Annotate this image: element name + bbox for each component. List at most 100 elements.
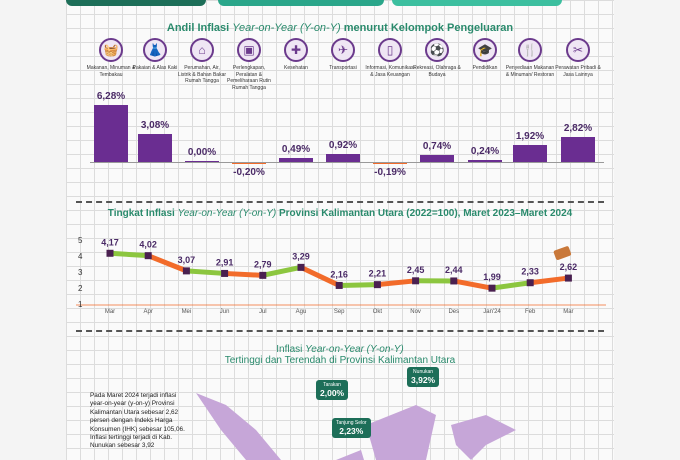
data-label: 2,44 — [445, 265, 463, 275]
group-label: Rekreasi, Olahraga & Budaya — [413, 65, 461, 78]
soccer-player-icon: ⚽ — [425, 38, 449, 62]
line-segment — [109, 250, 149, 259]
group-value: 2,82% — [563, 122, 593, 134]
data-label: 1,99 — [483, 272, 501, 282]
data-point — [526, 279, 534, 287]
infographic-page: Andil Inflasi Year-on-Year (Y-on-Y) menu… — [66, 0, 614, 460]
data-label: 2,16 — [330, 269, 348, 279]
group-label: Makanan, Minuman & Tembakau — [86, 65, 136, 78]
group-value: 3,08% — [140, 120, 170, 132]
x-tick-label: Apr — [144, 309, 153, 315]
house-icon: ⌂ — [190, 38, 214, 62]
group-label: Perawatan Pribadi & Jasa Lainnya — [555, 65, 601, 78]
group-bar — [185, 160, 219, 162]
x-tick-label: Feb — [525, 309, 536, 315]
data-label: 3,07 — [178, 255, 196, 265]
y-tick-label: 4 — [78, 252, 83, 261]
data-point — [106, 249, 114, 257]
airplane-icon: ✈ — [331, 38, 355, 62]
group-label: Pendidikan — [472, 65, 498, 71]
data-point — [182, 267, 190, 275]
data-point — [564, 274, 572, 282]
line-segment — [377, 278, 416, 288]
x-tick-label: Jun — [220, 309, 230, 315]
group-label: Perlengkapan, Peralatan & Pemeliharaan R… — [227, 65, 271, 91]
data-label: 3,29 — [292, 251, 310, 261]
group-value: 0,74% — [422, 141, 452, 153]
data-label: 2,79 — [254, 259, 272, 269]
data-point — [488, 284, 496, 292]
data-label: 2,62 — [560, 262, 578, 272]
data-point — [373, 281, 381, 289]
medical-kit-icon: ✚ — [284, 38, 308, 62]
group-value: 1,92% — [515, 130, 545, 142]
group-label: Kesehatan — [284, 65, 308, 71]
group-label: Transportasi — [329, 65, 357, 71]
group-value: 6,28% — [96, 91, 126, 103]
line-segment — [147, 253, 188, 274]
y-tick-label: 2 — [78, 284, 83, 293]
x-tick-label: Agu — [296, 309, 307, 315]
x-tick-label: Jul — [259, 309, 267, 315]
dress-icon: 👗 — [143, 38, 167, 62]
group-label: Penyediaan Makanan & Minuman/ Restoran — [505, 65, 555, 78]
tools-icon: ✂ — [566, 38, 590, 62]
group-label: Perumahan, Air, Listrik & Bahan Bakar Ru… — [177, 65, 227, 84]
group-value: 0,24% — [470, 145, 500, 157]
group-bar — [468, 159, 502, 162]
group-bar — [561, 136, 595, 162]
x-tick-label: Mei — [182, 309, 192, 315]
y-tick-label: 3 — [78, 268, 83, 277]
group-bar — [513, 144, 547, 162]
section-title-map: Inflasi Year-on-Year (Y-on-Y) Tertinggi d… — [224, 344, 456, 366]
header-tab-1 — [66, 0, 206, 6]
section-title-tingkat: Tingkat Inflasi Year-on-Year (Y-on-Y) Pr… — [107, 208, 573, 219]
callout-tarakan: Tarakan 2,00% — [316, 380, 349, 400]
x-tick-label: Mar — [563, 309, 573, 315]
appliance-icon: ▣ — [237, 38, 261, 62]
group-label: Informasi, Komunikasi & Jasa Keuangan — [365, 65, 415, 78]
divider — [76, 330, 604, 332]
group-value: 0,00% — [187, 146, 217, 158]
line-segment — [186, 268, 225, 276]
x-tick-label: Jan'24 — [483, 309, 501, 315]
line-segment — [339, 282, 378, 288]
callout-tanjung-selor: Tanjung Selor 2,23% — [332, 418, 371, 438]
header-tab-2 — [218, 0, 384, 6]
summary-paragraph: Pada Maret 2024 terjadi inflasi year-on-… — [90, 392, 185, 450]
line-segment — [262, 264, 302, 278]
data-point — [259, 271, 267, 279]
divider — [76, 201, 604, 203]
group-bar — [94, 105, 128, 162]
smartphone-icon: ▯ — [378, 38, 402, 62]
y-tick-label: 1 — [78, 300, 83, 309]
x-tick-label: Mar — [105, 309, 115, 315]
data-point — [450, 277, 458, 285]
restaurant-icon: 🍴 — [518, 38, 542, 62]
line-segment — [224, 270, 263, 278]
group-value: 0,49% — [281, 143, 311, 155]
y-tick-label: 5 — [78, 236, 83, 245]
group-value: -0,19% — [374, 167, 406, 178]
data-point — [221, 269, 229, 277]
line-segment — [299, 265, 341, 288]
data-point — [412, 277, 420, 285]
x-tick-label: Nov — [410, 309, 421, 315]
group-value: -0,20% — [233, 167, 265, 178]
callout-nunukan: Nunukan 3,92% — [407, 367, 440, 387]
x-tick-label: Okt — [373, 309, 383, 315]
group-bar — [279, 157, 313, 162]
section-title-andil: Andil Inflasi Year-on-Year (Y-on-Y) menu… — [166, 22, 514, 34]
data-label: 4,02 — [139, 240, 157, 250]
line-chart: 1 2 3 4 5 4,17 Mar 4,02 Apr 3,07 Mei 2,91 Jun 2,79 Jul… — [76, 236, 606, 315]
truck-icon — [553, 246, 572, 260]
data-point — [297, 263, 305, 271]
graduation-cap-icon: 🎓 — [473, 38, 497, 62]
x-tick-label: Sep — [334, 309, 345, 315]
indonesia-map — [196, 393, 516, 460]
bar-baseline — [90, 162, 604, 163]
food-basket-icon: 🧺 — [99, 38, 123, 62]
data-label: 2,45 — [407, 265, 425, 275]
group-bar — [326, 153, 360, 162]
x-tick-label: Des — [448, 309, 459, 315]
